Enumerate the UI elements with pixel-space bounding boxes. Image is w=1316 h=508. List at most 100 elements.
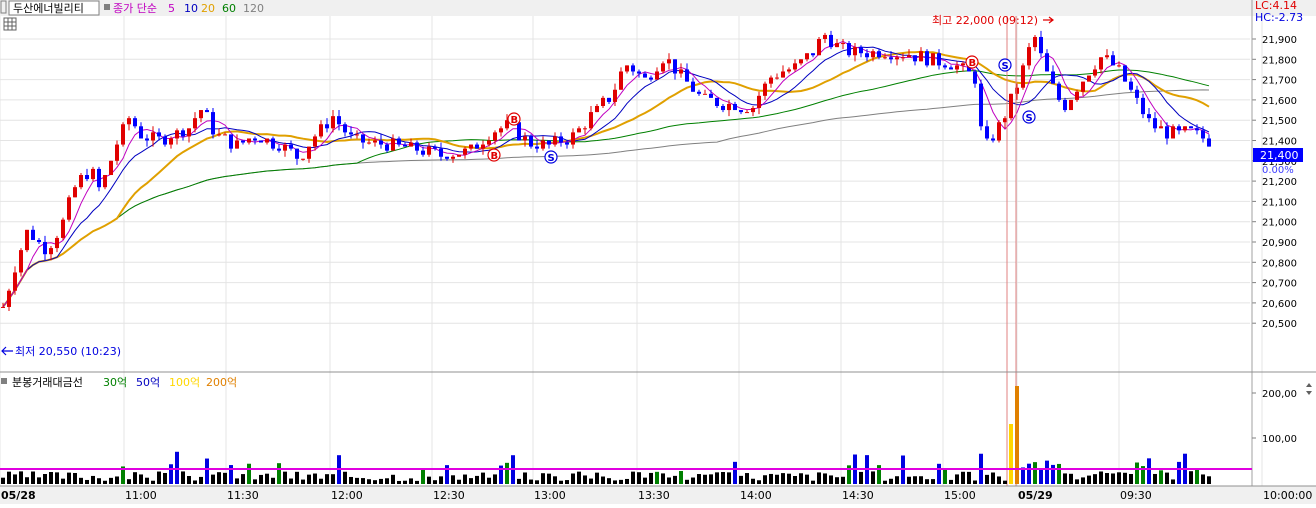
volume-bar	[1195, 468, 1199, 484]
volume-bar	[241, 474, 245, 484]
volume-bar	[151, 480, 155, 484]
volume-bar	[97, 478, 101, 484]
volume-bar	[751, 478, 755, 484]
candle-body	[79, 175, 83, 188]
volume-legend-title: 분봉거래대금선	[12, 376, 83, 389]
price-tick-label: 21,900	[1262, 35, 1297, 46]
volume-bar	[1009, 424, 1013, 484]
volume-bar	[103, 480, 107, 484]
volume-bar	[1039, 469, 1043, 484]
volume-bar	[391, 474, 395, 484]
volume-bar	[727, 472, 731, 484]
volume-bar	[1159, 470, 1163, 484]
candle-body	[247, 138, 251, 143]
volume-bar	[703, 474, 707, 484]
high-marker-arrow-icon	[1043, 16, 1054, 24]
volume-bar	[997, 476, 1001, 484]
candle-body	[67, 197, 71, 220]
header-bar	[0, 0, 1316, 16]
volume-bar	[625, 478, 629, 484]
volume-bar	[781, 473, 785, 484]
volume-bar	[43, 474, 47, 484]
volume-bar	[1057, 463, 1061, 484]
candle-body	[517, 122, 521, 141]
candle-body	[601, 97, 605, 106]
price-tick-label: 21,600	[1262, 96, 1297, 107]
candle-body	[721, 105, 725, 111]
volume-bar	[805, 474, 809, 484]
candle-body	[853, 47, 857, 56]
candle-body	[13, 272, 17, 291]
price-tick-label: 20,700	[1262, 279, 1297, 290]
candle-body	[529, 136, 533, 147]
candle-body	[625, 65, 629, 72]
volume-bar	[685, 479, 689, 484]
volume-bar	[559, 480, 563, 484]
volume-bar	[1207, 476, 1211, 484]
candle-body	[613, 89, 617, 102]
candle-body	[997, 122, 1001, 141]
volume-bar	[817, 472, 821, 484]
ma5-line	[2, 40, 1210, 308]
volume-bar	[529, 479, 533, 484]
candle-body	[343, 124, 347, 133]
candle-body	[679, 69, 683, 74]
volume-bar	[1099, 471, 1103, 484]
volume-bar	[937, 463, 941, 484]
volume-bar	[1105, 473, 1109, 484]
volume-bar	[913, 476, 917, 484]
stock-name-box[interactable]	[8, 0, 100, 16]
volume-bar	[535, 480, 539, 484]
volume-bar	[1177, 461, 1181, 484]
candle-body	[1177, 126, 1181, 131]
volume-bar	[307, 474, 311, 484]
volume-bar	[1153, 473, 1157, 484]
candle-body	[271, 138, 275, 149]
moving-average-lines	[2, 40, 1210, 308]
candle-body	[1171, 126, 1175, 139]
volume-bar	[499, 465, 503, 484]
volume-bar	[799, 473, 803, 484]
volume-bar	[295, 471, 299, 484]
time-tick-label: 10:00:00	[1263, 489, 1312, 502]
candle-body	[931, 53, 935, 66]
volume-bar	[763, 475, 767, 484]
candle-body	[43, 242, 47, 255]
grid-toggle-icon[interactable]	[3, 17, 17, 31]
volume-bar	[1051, 464, 1055, 484]
price-tick-label: 21,100	[1262, 197, 1297, 208]
candle-body	[277, 148, 281, 151]
volume-bar	[31, 471, 35, 484]
candle-body	[355, 134, 359, 136]
candle-body	[757, 95, 761, 109]
candle-body	[151, 132, 155, 141]
volume-scale-icon[interactable]	[1306, 383, 1312, 395]
volume-bar	[697, 474, 701, 484]
volume-bar	[1171, 479, 1175, 484]
candle-body	[1165, 126, 1169, 139]
candle-body	[1207, 138, 1211, 147]
candle-body	[577, 128, 581, 133]
candle-body	[1153, 118, 1157, 129]
volume-bar	[1141, 466, 1145, 484]
volume-bar	[835, 477, 839, 484]
ma-legend-item: 60	[222, 2, 236, 15]
candle-body	[673, 59, 677, 74]
candle-body	[409, 142, 413, 147]
candle-body	[307, 146, 311, 159]
candle-body	[1081, 81, 1085, 92]
volume-bar	[289, 478, 293, 484]
candle-body	[25, 229, 29, 251]
volume-bar	[475, 475, 479, 484]
stock-name: 두산에너빌리티	[13, 2, 84, 15]
volume-bar	[1033, 462, 1037, 484]
volume-bar	[385, 478, 389, 484]
signal-marker-icon	[487, 148, 501, 162]
candle-body	[595, 105, 599, 113]
candle-body	[781, 71, 785, 78]
volume-bar	[1135, 462, 1139, 484]
current-change: 0.00%	[1262, 165, 1294, 176]
volume-legend-item: 30억	[103, 376, 127, 389]
candle-body	[1147, 114, 1151, 119]
